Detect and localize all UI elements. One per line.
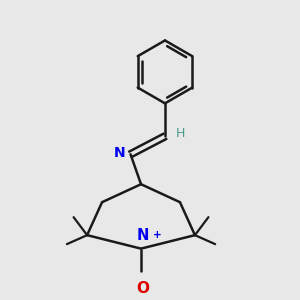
Text: N: N — [136, 228, 149, 243]
Text: N: N — [113, 146, 125, 160]
Text: O: O — [136, 281, 149, 296]
Text: +: + — [152, 230, 161, 240]
Text: H: H — [176, 128, 185, 140]
